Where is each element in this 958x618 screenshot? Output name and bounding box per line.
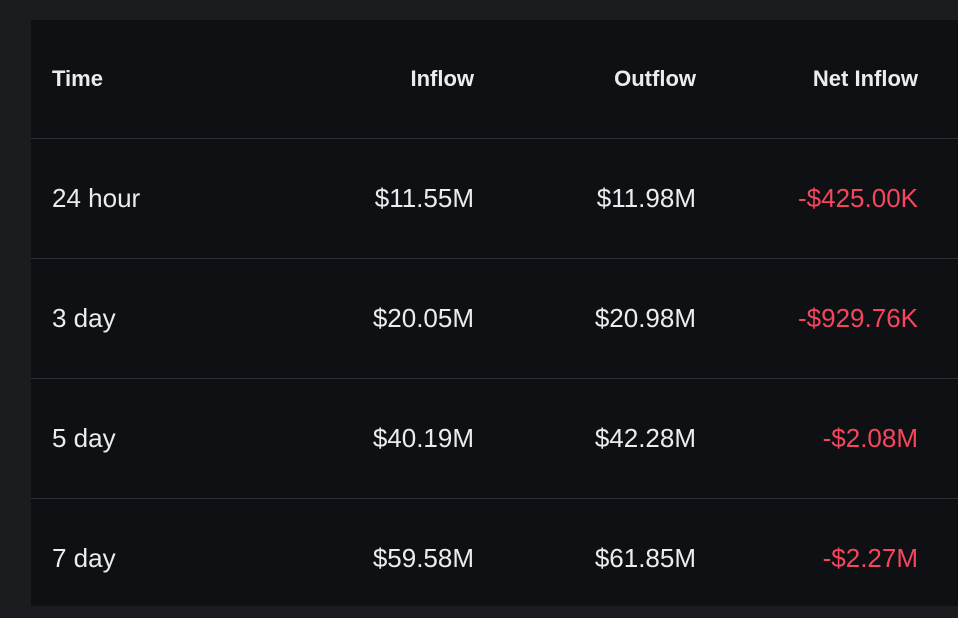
cell-inflow: $40.19M — [237, 379, 474, 499]
table-row: 7 day $59.58M $61.85M -$2.27M — [31, 499, 958, 618]
cell-net-inflow: -$929.76K — [696, 259, 958, 379]
table-header-row: Time Inflow Outflow Net Inflow — [31, 20, 958, 139]
table-row: 24 hour $11.55M $11.98M -$425.00K — [31, 139, 958, 259]
flow-table-panel: Time Inflow Outflow Net Inflow 24 hour $… — [31, 20, 958, 606]
cell-time: 5 day — [31, 379, 237, 499]
table-row: 3 day $20.05M $20.98M -$929.76K — [31, 259, 958, 379]
cell-outflow: $61.85M — [474, 499, 696, 618]
header-net-inflow: Net Inflow — [696, 20, 958, 139]
table-row: 5 day $40.19M $42.28M -$2.08M — [31, 379, 958, 499]
cell-outflow: $11.98M — [474, 139, 696, 259]
cell-inflow: $20.05M — [237, 259, 474, 379]
header-time: Time — [31, 20, 237, 139]
cell-outflow: $42.28M — [474, 379, 696, 499]
cell-net-inflow: -$2.08M — [696, 379, 958, 499]
cell-inflow: $59.58M — [237, 499, 474, 618]
cell-outflow: $20.98M — [474, 259, 696, 379]
cell-inflow: $11.55M — [237, 139, 474, 259]
header-outflow: Outflow — [474, 20, 696, 139]
flow-table: Time Inflow Outflow Net Inflow 24 hour $… — [31, 20, 958, 618]
header-inflow: Inflow — [237, 20, 474, 139]
cell-time: 24 hour — [31, 139, 237, 259]
cell-time: 7 day — [31, 499, 237, 618]
cell-time: 3 day — [31, 259, 237, 379]
cell-net-inflow: -$2.27M — [696, 499, 958, 618]
cell-net-inflow: -$425.00K — [696, 139, 958, 259]
